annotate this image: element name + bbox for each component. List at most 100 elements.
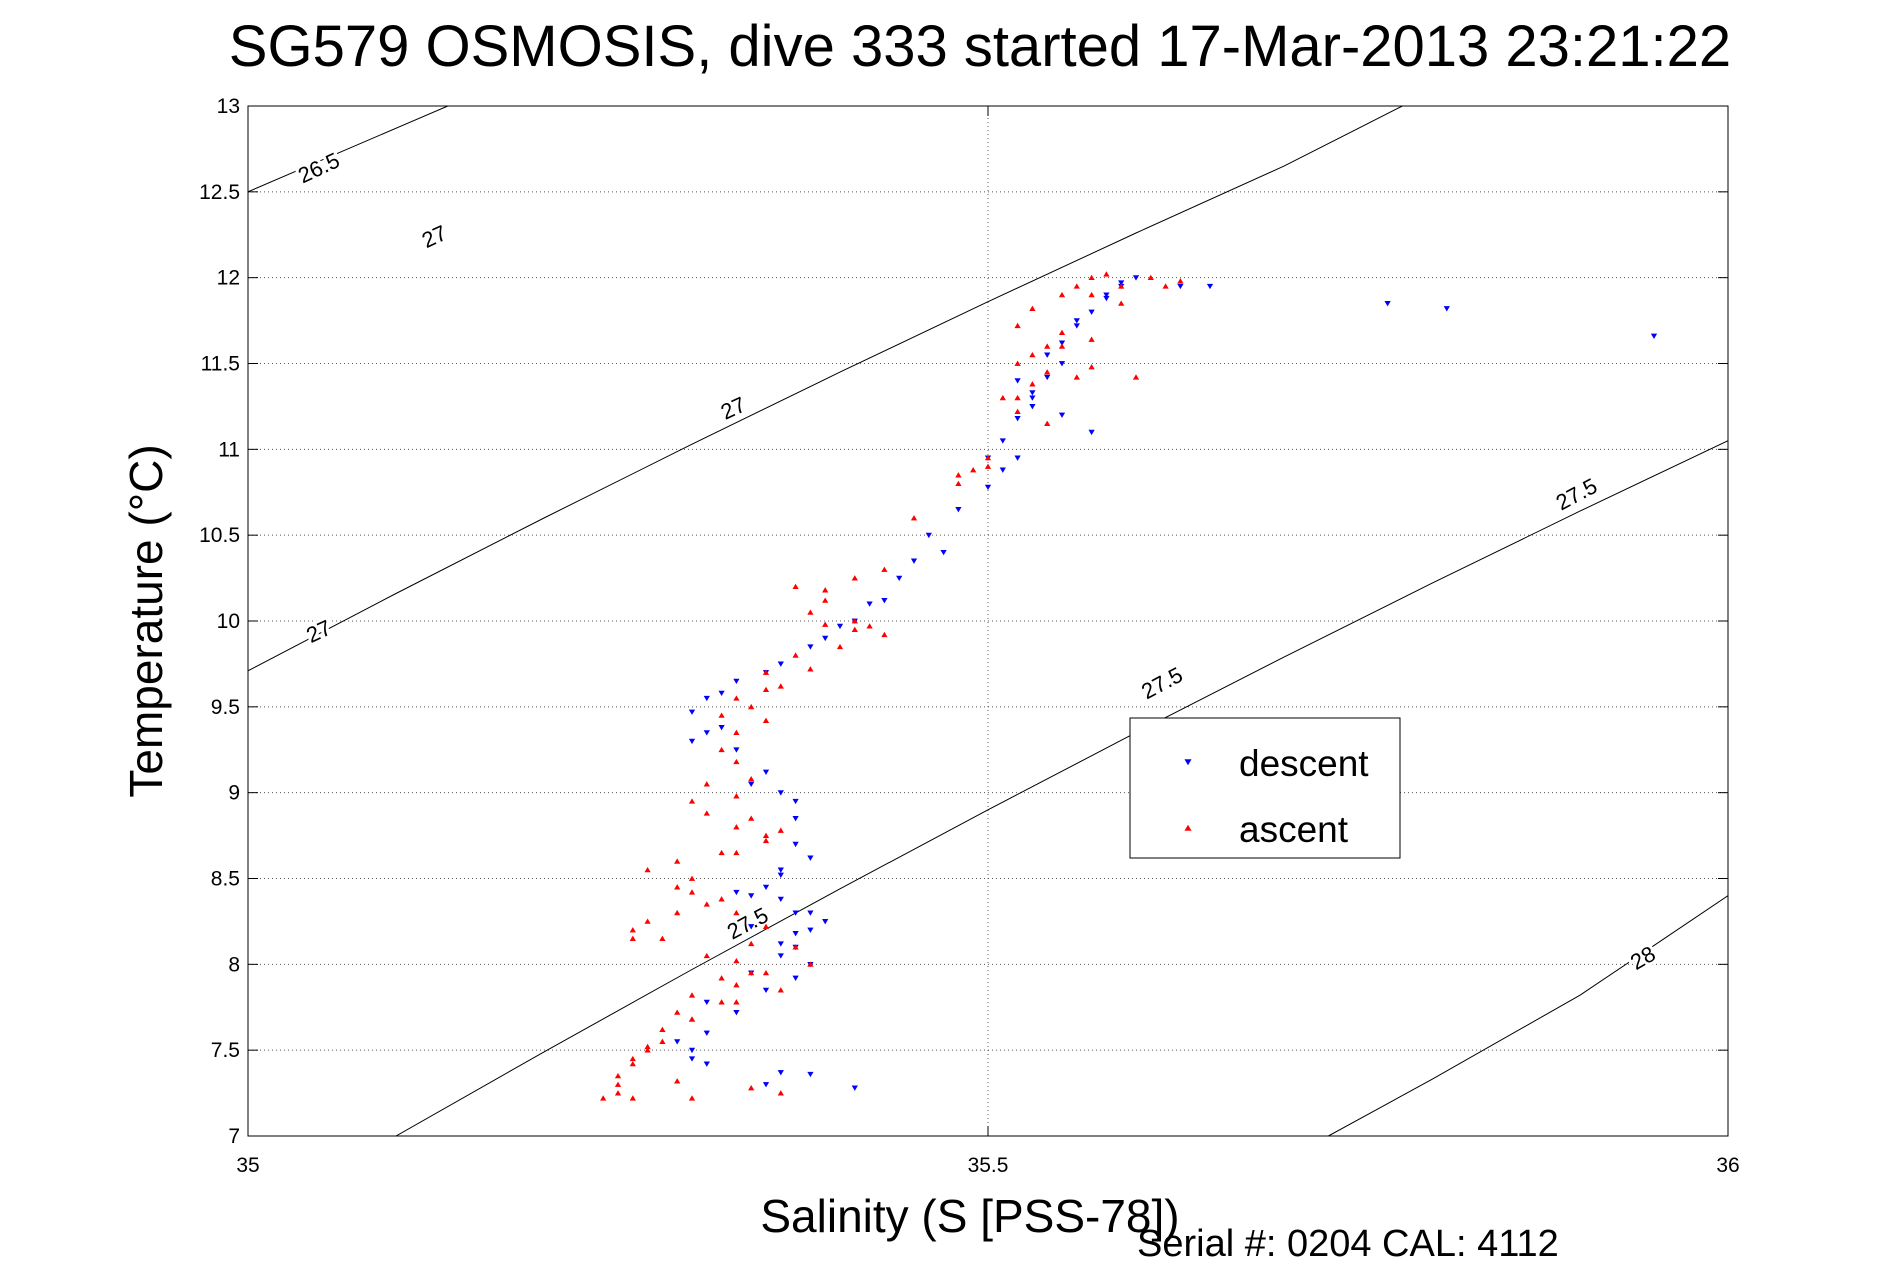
ascent-point <box>614 1081 622 1087</box>
ascent-point <box>777 683 784 689</box>
descent-point <box>792 816 799 822</box>
descent-point <box>1044 374 1051 381</box>
y-tick-label: 9 <box>228 782 240 805</box>
ascent-point <box>1073 283 1080 289</box>
ascent-point <box>629 1095 636 1101</box>
ascent-point <box>792 583 799 590</box>
descent-point <box>866 601 873 607</box>
ascent-point <box>762 832 770 838</box>
ascent-point <box>600 1095 607 1101</box>
legend-box <box>1129 717 1401 859</box>
ascent-point <box>1058 291 1066 298</box>
descent-point <box>703 999 710 1006</box>
descent-point <box>1384 301 1391 307</box>
ascent-point <box>688 1016 696 1022</box>
ascent-point <box>851 626 858 632</box>
ascent-point <box>1044 369 1051 375</box>
ascent-point <box>1073 374 1080 380</box>
ascent-point <box>703 810 710 816</box>
descent-point <box>688 1047 696 1054</box>
y-tick-label: 10.5 <box>199 524 240 547</box>
descent-point <box>1650 333 1658 339</box>
ascent-point <box>674 909 681 916</box>
descent-point <box>999 438 1006 444</box>
ascent-point <box>1029 381 1036 387</box>
ascent-point <box>984 463 992 469</box>
ascent-point <box>688 992 696 998</box>
descent-point <box>718 725 725 731</box>
ascent-point <box>1118 300 1125 306</box>
ascent-point <box>1177 278 1184 284</box>
descent-point <box>777 896 784 903</box>
legend: descent ascent <box>1129 717 1401 859</box>
descent-point <box>792 798 799 805</box>
ascent-point <box>644 1047 651 1053</box>
descent-point <box>703 1030 710 1036</box>
y-tick-label: 13 <box>217 95 240 118</box>
descent-point <box>688 709 696 715</box>
ascent-point <box>703 781 710 787</box>
ascent-point <box>1088 274 1095 281</box>
descent-point <box>822 635 829 642</box>
ascent-point <box>718 975 725 981</box>
descent-point <box>1206 283 1214 290</box>
legend-marker-descent <box>1184 759 1192 766</box>
ascent-point <box>851 575 858 581</box>
ascent-point <box>703 901 710 907</box>
descent-point <box>792 841 799 848</box>
ascent-point <box>674 1078 681 1084</box>
ascent-point <box>1058 329 1066 335</box>
ascent-point <box>1088 336 1095 342</box>
descent-point <box>910 558 918 564</box>
ascent-point <box>777 987 784 993</box>
descent-point <box>1103 292 1110 298</box>
descent-point <box>674 1039 681 1045</box>
ascent-point <box>999 394 1006 401</box>
descent-point <box>733 678 740 685</box>
ascent-point <box>836 643 844 650</box>
y-tick-label: 10 <box>217 610 240 633</box>
ascent-point <box>674 884 681 890</box>
ascent-point <box>748 940 755 947</box>
descent-point <box>807 644 814 650</box>
descent-point <box>777 941 784 947</box>
descent-point <box>748 781 755 788</box>
ascent-point <box>733 824 740 830</box>
ascent-point <box>807 961 814 967</box>
ascent-point <box>718 712 725 718</box>
descent-point <box>807 1071 814 1078</box>
legend-label-ascent: ascent <box>1239 809 1349 850</box>
descent-point <box>748 924 755 930</box>
descent-point <box>836 623 844 630</box>
descent-point <box>1058 361 1066 367</box>
descent-point <box>703 730 710 736</box>
descent-point <box>1029 404 1036 410</box>
ascent-point <box>733 758 740 765</box>
density-contour-26.5 <box>248 106 448 193</box>
axis-ticks: 35 35.5 36 7 7.5 8 8.5 9 9.5 10 10.5 11 11.5 12 12.5 13 <box>199 95 1740 1177</box>
ascent-point <box>659 935 666 941</box>
descent-point <box>1118 280 1125 286</box>
ascent-point <box>910 515 918 521</box>
ascent-point <box>688 889 696 895</box>
descent-point <box>703 695 710 702</box>
descent-point <box>733 889 740 896</box>
descent-point <box>777 872 784 878</box>
ascent-point <box>659 1038 666 1044</box>
y-tick-label: 8.5 <box>211 868 240 891</box>
descent-point <box>1029 395 1036 401</box>
ascent-point <box>1162 283 1169 289</box>
ascent-point <box>1014 360 1021 366</box>
descent-point <box>777 867 784 873</box>
x-tick-label: 35.5 <box>968 1154 1009 1177</box>
descent-point <box>792 931 799 937</box>
ascent-point <box>629 1060 636 1067</box>
ascent-point <box>733 909 740 916</box>
ascent-point <box>1058 343 1066 349</box>
ascent-point <box>1014 322 1021 329</box>
descent-point <box>762 769 770 775</box>
descent-point <box>1088 309 1095 315</box>
descent-point <box>999 467 1006 473</box>
ascent-point <box>1044 420 1051 426</box>
